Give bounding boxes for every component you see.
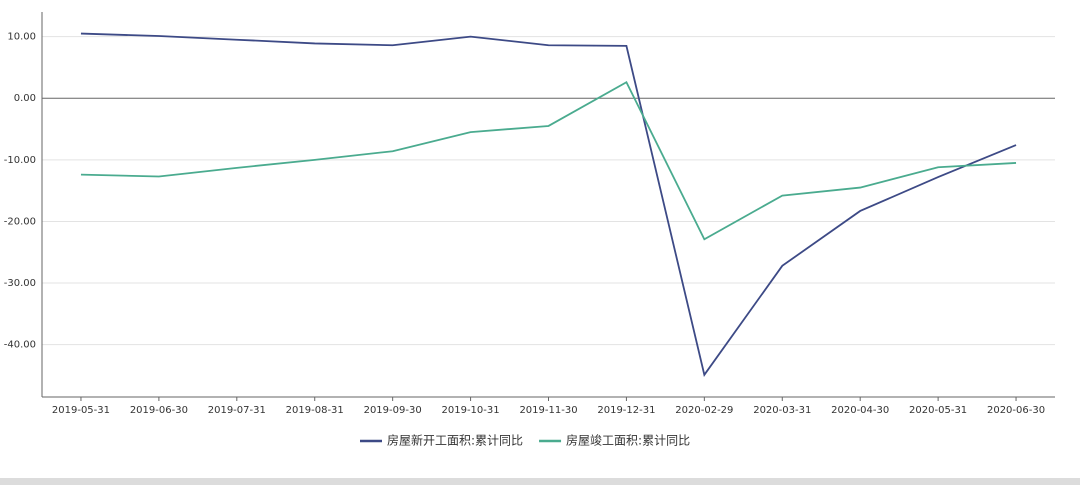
x-tick-label: 2020-04-30 — [831, 405, 889, 416]
series-line — [80, 80, 1017, 241]
x-tick-label: 2019-09-30 — [364, 405, 422, 416]
y-tick-label: -30.00 — [4, 278, 36, 289]
bottom-bar — [0, 478, 1080, 485]
x-tick-label: 2019-06-30 — [130, 405, 188, 416]
legend-text: 房屋竣工面积:累计同比 — [566, 433, 690, 448]
x-tick-label: 2020-03-31 — [753, 405, 811, 416]
x-tick-label: 2019-10-31 — [442, 405, 500, 416]
y-tick-label: -20.00 — [4, 216, 36, 227]
x-tick-label: 2020-05-31 — [909, 405, 967, 416]
x-tick-label: 2019-11-30 — [519, 405, 577, 416]
y-tick-label: -10.00 — [4, 155, 36, 166]
y-tick-label: -40.00 — [4, 340, 36, 351]
x-tick-label: 2019-08-31 — [286, 405, 344, 416]
y-tick-label: 0.00 — [14, 93, 36, 104]
x-tick-label: 2019-07-31 — [208, 405, 266, 416]
x-tick-label: 2020-02-29 — [675, 405, 733, 416]
x-tick-label: 2020-06-30 — [987, 405, 1045, 416]
series-line — [80, 32, 1017, 377]
x-tick-label: 2019-05-31 — [52, 405, 110, 416]
y-tick-label: 10.00 — [7, 32, 36, 43]
legend-text: 房屋新开工面积:累计同比 — [387, 433, 523, 448]
x-tick-label: 2019-12-31 — [597, 405, 655, 416]
